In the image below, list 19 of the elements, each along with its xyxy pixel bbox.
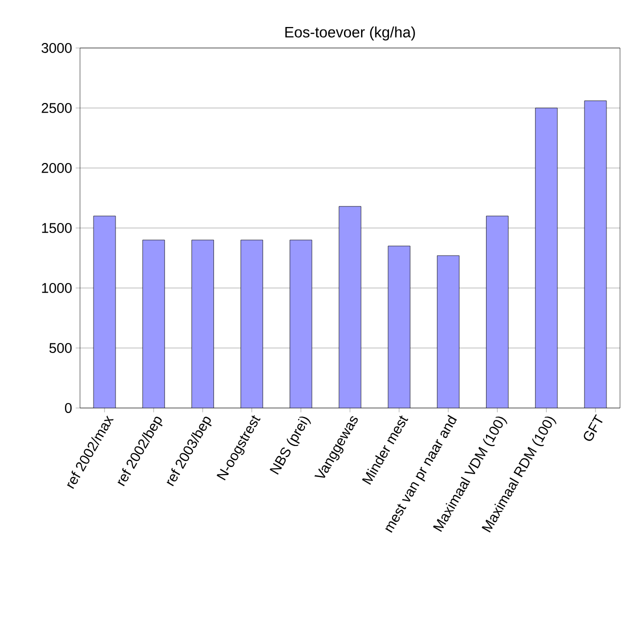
- bar: [142, 240, 165, 408]
- y-tick-label: 0: [64, 403, 72, 413]
- bar: [290, 240, 312, 408]
- bar: [486, 216, 508, 408]
- chart-title: Eos-toevoer (kg/ha): [285, 26, 415, 40]
- y-tick-label: 2000: [42, 163, 72, 173]
- bar: [535, 108, 558, 408]
- bar: [436, 255, 460, 408]
- y-tick-label: 2500: [42, 103, 72, 113]
- bar: [240, 240, 264, 408]
- bar: [338, 206, 362, 408]
- y-tick-label: 3000: [42, 43, 72, 53]
- y-tick-label: 500: [49, 343, 72, 353]
- bar: [93, 216, 116, 408]
- bar: [192, 240, 214, 408]
- bar: [584, 100, 607, 408]
- bar: [388, 246, 410, 408]
- y-tick-label: 1500: [42, 223, 72, 233]
- y-tick-label: 1000: [42, 283, 72, 293]
